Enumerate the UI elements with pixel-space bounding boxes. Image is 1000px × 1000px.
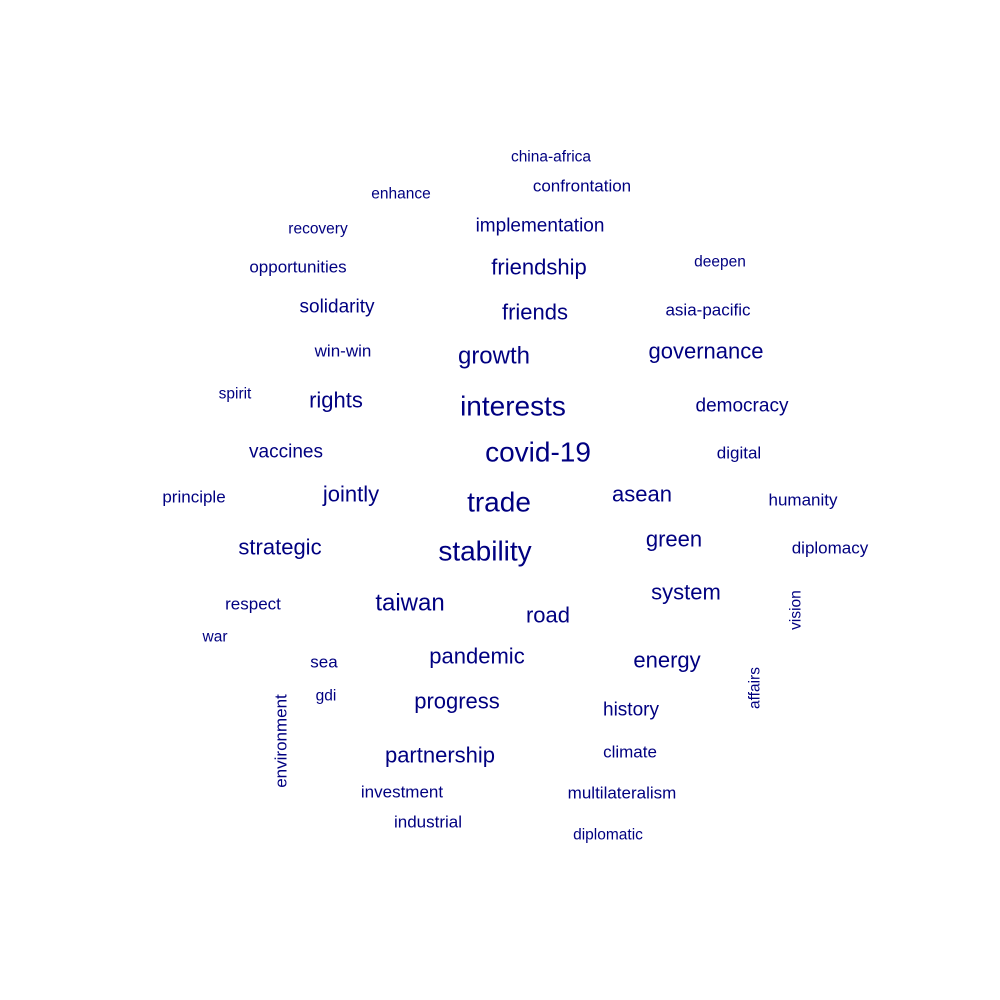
word-democracy: democracy: [696, 396, 789, 417]
word-climate: climate: [603, 743, 657, 762]
word-energy: energy: [633, 648, 700, 673]
word-china-africa: china-africa: [511, 149, 591, 166]
word-enhance: enhance: [371, 186, 430, 203]
word-friends: friends: [502, 300, 568, 325]
word-digital: digital: [717, 444, 761, 463]
word-taiwan: taiwan: [375, 590, 444, 617]
word-interests: interests: [460, 391, 566, 422]
word-solidarity: solidarity: [300, 297, 375, 318]
word-road: road: [526, 603, 570, 628]
word-respect: respect: [225, 595, 281, 614]
word-stability: stability: [438, 536, 531, 567]
word-diplomatic: diplomatic: [573, 827, 643, 844]
word-opportunities: opportunities: [249, 258, 346, 277]
word-pandemic: pandemic: [429, 644, 524, 669]
word-environment: environment: [272, 694, 291, 788]
word-principle: principle: [162, 488, 225, 507]
word-vision: vision: [788, 590, 805, 630]
word-strategic: strategic: [238, 535, 321, 560]
word-growth: growth: [458, 343, 530, 370]
word-rights: rights: [309, 388, 363, 413]
word-progress: progress: [414, 689, 500, 714]
word-vaccines: vaccines: [249, 442, 323, 463]
word-investment: investment: [361, 783, 443, 802]
word-sea: sea: [310, 653, 338, 672]
word-asia-pacific: asia-pacific: [665, 301, 751, 320]
word-deepen: deepen: [694, 254, 746, 271]
word-implementation: implementation: [476, 216, 605, 237]
word-diplomacy: diplomacy: [792, 539, 869, 558]
word-system: system: [651, 580, 721, 605]
word-humanity: humanity: [769, 491, 838, 510]
word-multilateralism: multilateralism: [568, 784, 677, 803]
word-war: war: [202, 629, 228, 646]
word-covid-19: covid-19: [485, 437, 591, 468]
word-spirit: spirit: [219, 386, 252, 403]
word-asean: asean: [612, 482, 672, 507]
word-partnership: partnership: [385, 743, 495, 768]
word-jointly: jointly: [322, 482, 379, 507]
word-win-win: win-win: [314, 342, 372, 361]
word-confrontation: confrontation: [533, 177, 631, 196]
word-green: green: [646, 527, 702, 552]
word-affairs: affairs: [747, 667, 764, 709]
word-industrial: industrial: [394, 813, 462, 832]
word-history: history: [603, 700, 659, 721]
word-friendship: friendship: [491, 255, 586, 280]
word-recovery: recovery: [288, 221, 348, 238]
word-gdi: gdi: [316, 688, 337, 705]
word-trade: trade: [467, 487, 531, 518]
word-governance: governance: [649, 339, 764, 364]
